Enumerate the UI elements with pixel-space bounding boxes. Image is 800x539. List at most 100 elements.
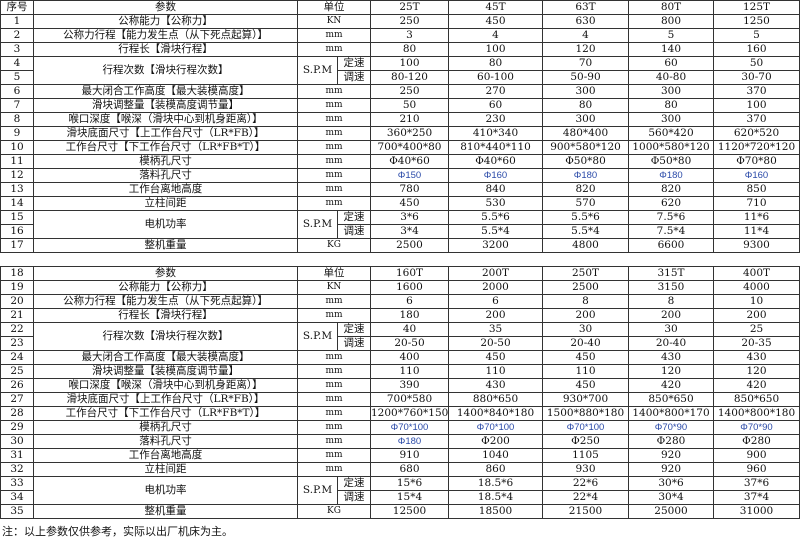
table-row: 1 公称能力【公称力】 KN 250 450 630 800 1250	[0, 14, 800, 29]
value-cell: 140	[628, 42, 714, 57]
value-cell: 370	[713, 112, 800, 127]
unit: KG	[297, 504, 371, 519]
table-row: 27 滑块底面尺寸【上工作台尺寸（LR*FB）】 mm 700*580 880*650 9…	[0, 392, 800, 407]
header-model: 45T	[448, 0, 543, 15]
value-cell: 1250	[713, 14, 800, 29]
value-cell: 5.5*4	[448, 224, 543, 239]
value-cell: 40-80	[628, 70, 714, 85]
row-number: 9	[0, 126, 34, 141]
value-cell: 4	[542, 28, 629, 43]
value-cell: 110	[448, 364, 543, 379]
param-name: 模柄孔尺寸	[33, 154, 298, 169]
value-cell: 7.5*4	[628, 224, 714, 239]
value-cell: Φ280	[628, 434, 714, 449]
value-cell: 50	[370, 98, 449, 113]
row-number: 19	[0, 280, 34, 295]
value-cell: 270	[448, 84, 543, 99]
value-cell: 120	[542, 42, 629, 57]
value-cell: Φ70*90	[713, 420, 800, 435]
row-number: 29	[0, 420, 34, 435]
param-name: 落料孔尺寸	[33, 168, 298, 183]
value-cell: 180	[370, 308, 449, 323]
param-name: 整机重量	[33, 504, 298, 519]
value-cell: 560*420	[628, 126, 714, 141]
unit: mm	[297, 42, 371, 57]
unit: mm	[297, 84, 371, 99]
header-model: 125T	[713, 0, 800, 15]
unit: mm	[297, 294, 371, 309]
sub-label: 定速	[337, 476, 371, 491]
value-cell: Φ40*60	[370, 154, 449, 169]
value-cell: Φ50*80	[542, 154, 629, 169]
sub-label: 定速	[337, 56, 371, 71]
value-cell: 6	[370, 294, 449, 309]
value-cell: 80	[628, 98, 714, 113]
table-row: 35 整机重量 KG 12500 18500 21500 25000 31000	[0, 504, 800, 519]
sub-label: 调速	[337, 224, 371, 239]
value-cell: 18500	[448, 504, 543, 519]
header-row: 18 参数 单位 160T 200T 250T 315T 400T	[0, 266, 800, 281]
row-number: 33	[0, 476, 34, 491]
value-cell: 630	[542, 14, 629, 29]
value-cell: 900*580*120	[542, 140, 629, 155]
row-number: 32	[0, 462, 34, 477]
value-cell: 60	[448, 98, 543, 113]
value-cell: 15*4	[370, 490, 449, 505]
value-cell: Φ160	[448, 168, 543, 183]
row-number: 11	[0, 154, 34, 169]
row-number: 28	[0, 406, 34, 421]
value-cell: 200	[542, 308, 629, 323]
table-row: 11 模柄孔尺寸 mm Φ40*60 Φ40*60 Φ50*80 Φ50*80 Φ70*80	[0, 154, 800, 169]
unit: KN	[297, 280, 371, 295]
value-cell: 50-90	[542, 70, 629, 85]
unit: mm	[297, 168, 371, 183]
param-name: 滑块调整量【装模高度调节量】	[33, 364, 298, 379]
value-cell: 60	[628, 56, 714, 71]
value-cell: 300	[628, 112, 714, 127]
value-cell: Φ180	[370, 434, 449, 449]
table-row: 23 调速 20-50 20-50 20-40 20-40 20-35	[0, 336, 800, 351]
value-cell: 420	[628, 378, 714, 393]
value-cell: 1400*840*180	[448, 406, 543, 421]
value-cell: Φ280	[713, 434, 800, 449]
unit: KN	[297, 14, 371, 29]
unit: mm	[297, 28, 371, 43]
sub-label: 定速	[337, 210, 371, 225]
value-cell: 8	[628, 294, 714, 309]
header-param: 参数	[33, 0, 298, 15]
value-cell: 5	[713, 28, 800, 43]
value-cell: 200	[628, 308, 714, 323]
value-cell: 710	[713, 196, 800, 211]
value-cell: 12500	[370, 504, 449, 519]
value-cell: 850*650	[713, 392, 800, 407]
sub-label: 调速	[337, 70, 371, 85]
value-cell: 300	[628, 84, 714, 99]
param-name: 行程次数【滑块行程次数】	[33, 56, 298, 85]
value-cell: 40	[370, 322, 449, 337]
value-cell: 880*650	[448, 392, 543, 407]
value-cell: 700*400*80	[370, 140, 449, 155]
param-name: 行程长【滑块行程】	[33, 308, 298, 323]
spec-table-1: 序号 参数 单位 25T 45T 63T 80T 125T 1 公称能力【公称力】 KN 250 450…	[0, 0, 800, 253]
value-cell: 1600	[370, 280, 449, 295]
value-cell: 930*700	[542, 392, 629, 407]
value-cell: 390	[370, 378, 449, 393]
value-cell: 60-100	[448, 70, 543, 85]
value-cell: 300	[542, 112, 629, 127]
value-cell: 20-40	[628, 336, 714, 351]
row-number: 5	[0, 70, 34, 85]
value-cell: 210	[370, 112, 449, 127]
table-row: 3 行程长【滑块行程】 mm 80 100 120 140 160	[0, 42, 800, 57]
value-cell: Φ70*100	[448, 420, 543, 435]
unit: mm	[297, 448, 371, 463]
value-cell: 250	[370, 14, 449, 29]
row-number: 14	[0, 196, 34, 211]
header-model: 200T	[448, 266, 543, 281]
unit: mm	[297, 364, 371, 379]
value-cell: 5.5*4	[542, 224, 629, 239]
value-cell: 120	[628, 364, 714, 379]
value-cell: 8	[542, 294, 629, 309]
value-cell: 5.5*6	[542, 210, 629, 225]
row-number: 27	[0, 392, 34, 407]
value-cell: 3200	[448, 238, 543, 253]
